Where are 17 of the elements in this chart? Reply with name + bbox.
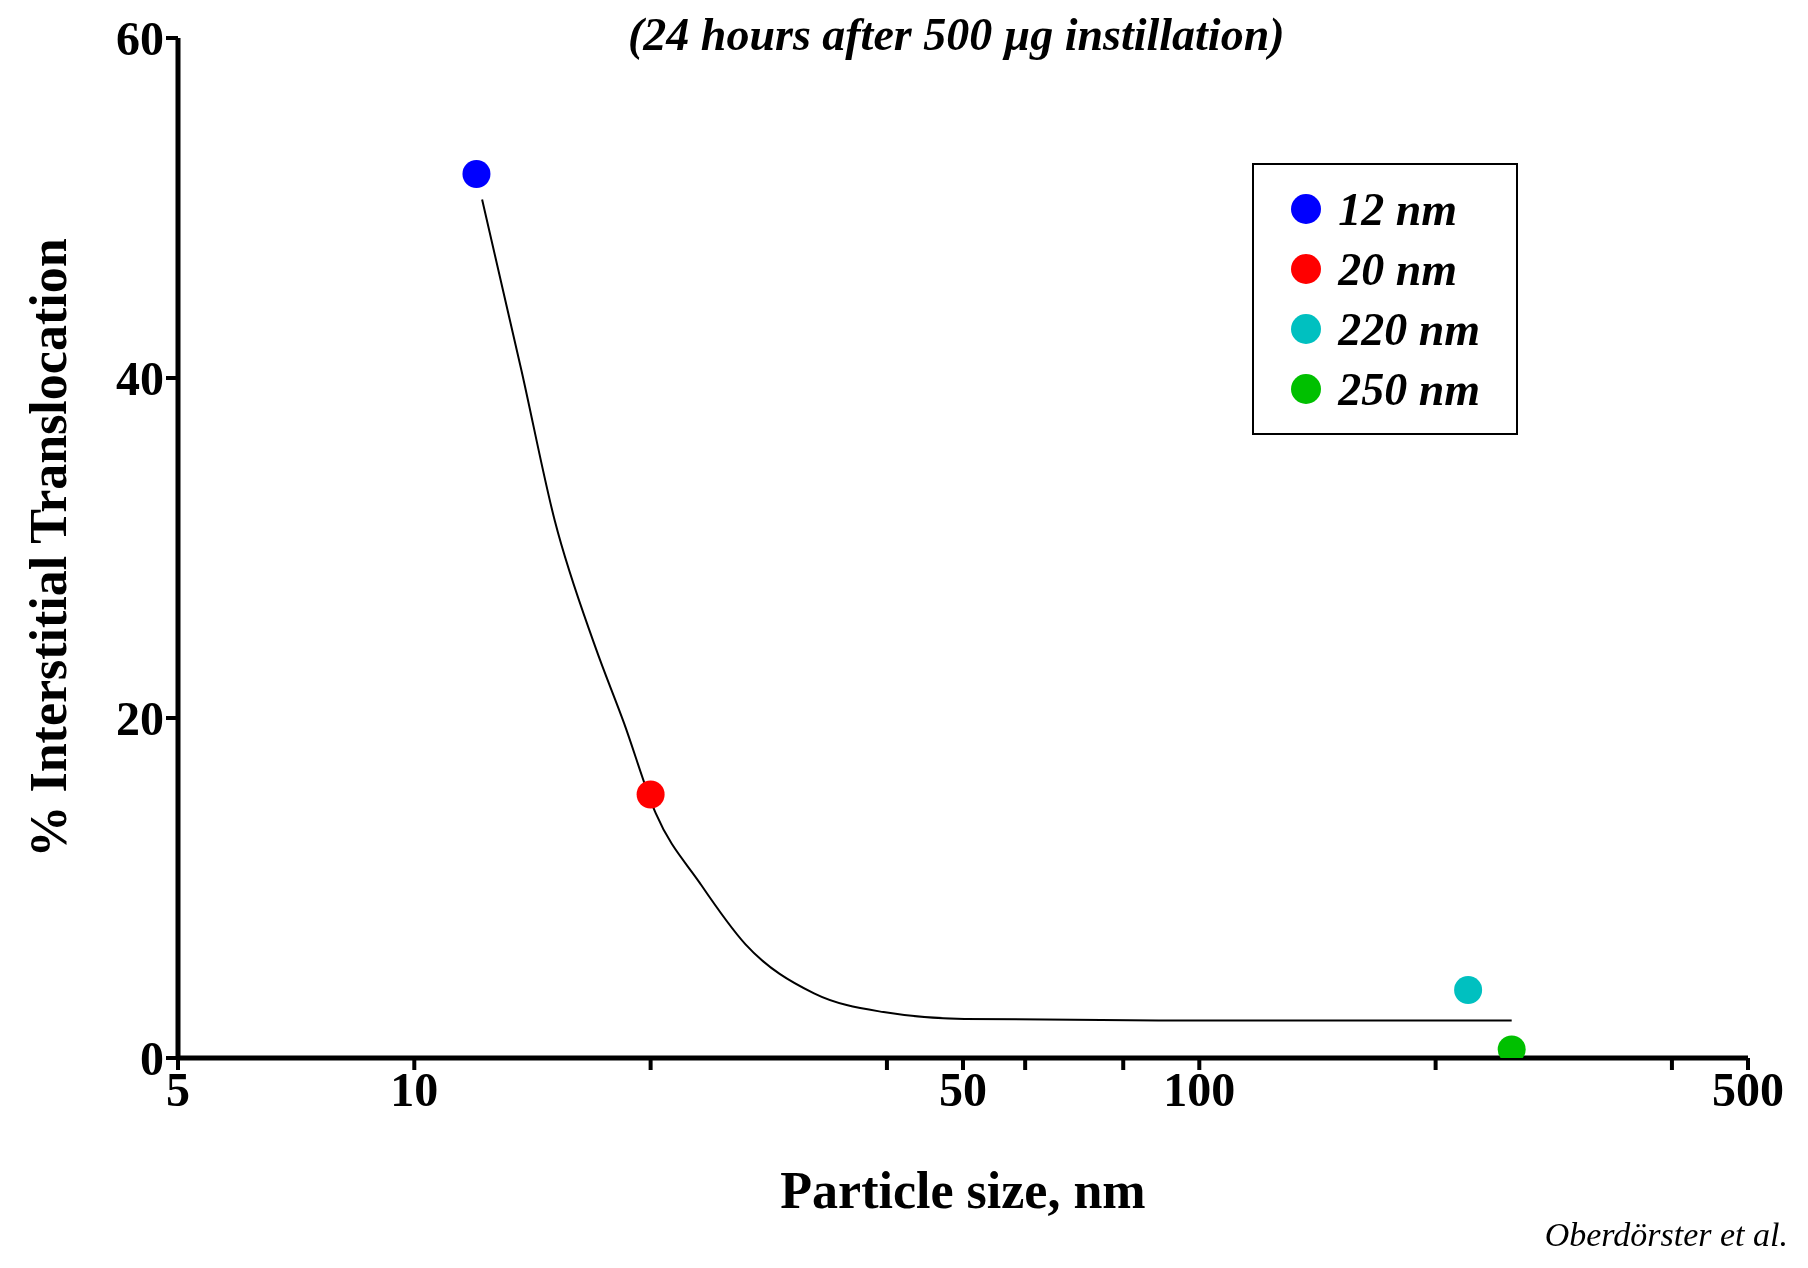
chart-title: (24 hours after 500 µg instillation) bbox=[628, 8, 1285, 61]
y-tick-label: 20 bbox=[116, 692, 164, 746]
x-tick-label: 50 bbox=[939, 1063, 987, 1117]
x-tick-label: 500 bbox=[1712, 1063, 1784, 1117]
x-axis-title: Particle size, nm bbox=[780, 1162, 1146, 1219]
y-tick-label: 0 bbox=[140, 1032, 164, 1086]
y-axis-title: % Interstitial Translocation bbox=[20, 238, 78, 858]
legend-label: 250 nm bbox=[1338, 362, 1480, 416]
x-tick-label: 5 bbox=[166, 1063, 190, 1117]
legend-label: 220 nm bbox=[1338, 302, 1480, 356]
x-tick-label: 10 bbox=[390, 1063, 439, 1117]
x-tick-label: 100 bbox=[1163, 1063, 1236, 1117]
y-tick-label: 40 bbox=[116, 352, 164, 406]
text: Oberdörster et al. bbox=[1544, 1216, 1788, 1254]
y-tick-label: 60 bbox=[116, 12, 164, 66]
legend-label: 12 nm bbox=[1338, 182, 1457, 236]
legend-label: 20 nm bbox=[1338, 242, 1457, 296]
